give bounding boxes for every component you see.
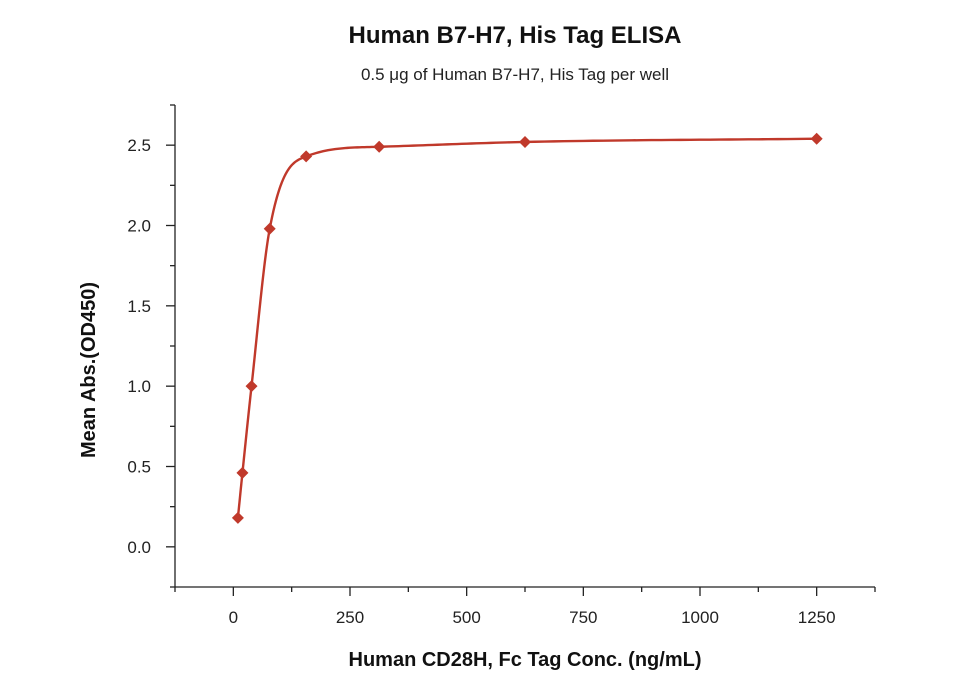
y-tick-label: 0.0 (127, 538, 151, 557)
x-tick-label: 0 (229, 608, 238, 627)
data-points (231, 132, 823, 524)
y-tick-label: 0.5 (127, 458, 151, 477)
x-axis-ticks: 0 250 500 750 1000 1250 (174, 587, 876, 627)
x-axis-title: Human CD28H, Fc Tag Conc. (ng/mL) (349, 649, 702, 671)
x-tick-label: 1000 (681, 608, 719, 627)
data-point (231, 511, 244, 524)
data-point (810, 132, 823, 145)
data-point (373, 140, 386, 153)
data-point (300, 150, 313, 163)
chart-subtitle: 0.5 μg of Human B7-H7, His Tag per well (361, 65, 669, 84)
y-tick-label: 1.5 (127, 297, 151, 316)
x-tick-label: 750 (569, 608, 597, 627)
data-point (236, 466, 249, 479)
fit-curve-layer (236, 137, 817, 519)
data-point (519, 135, 531, 148)
axes (174, 105, 875, 588)
x-tick-label: 500 (452, 608, 480, 627)
data-point (263, 222, 276, 235)
fit-curve (236, 137, 817, 519)
x-tick-label: 1250 (798, 608, 836, 627)
x-tick-label: 250 (336, 608, 364, 627)
y-tick-label: 1.0 (127, 377, 151, 396)
y-axis-title: Mean Abs.(OD450) (78, 282, 100, 458)
y-tick-label: 2.5 (127, 136, 151, 155)
y-axis-ticks: 0.0 0.5 1.0 1.5 2.0 2.5 (127, 104, 175, 588)
chart-title: Human B7-H7, His Tag ELISA (349, 22, 682, 49)
y-tick-label: 2.0 (127, 217, 151, 236)
data-point (245, 380, 258, 393)
